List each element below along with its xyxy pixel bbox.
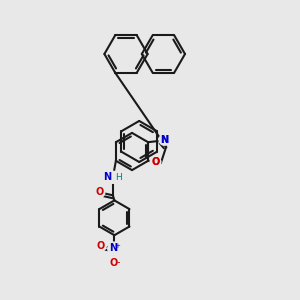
- Circle shape: [108, 242, 121, 255]
- Text: O: O: [95, 187, 104, 197]
- Text: O: O: [109, 258, 117, 268]
- Text: O: O: [151, 157, 160, 167]
- Text: N: N: [103, 172, 111, 182]
- Circle shape: [95, 240, 106, 251]
- Text: N: N: [160, 135, 169, 145]
- Text: -: -: [116, 256, 120, 267]
- Text: N: N: [109, 243, 117, 253]
- Circle shape: [94, 187, 105, 198]
- Circle shape: [107, 171, 119, 183]
- Text: N: N: [160, 135, 169, 145]
- Text: O: O: [97, 241, 105, 251]
- Text: +: +: [115, 243, 120, 249]
- Circle shape: [159, 134, 170, 145]
- Text: O: O: [151, 157, 160, 167]
- Circle shape: [150, 157, 161, 167]
- Circle shape: [108, 256, 121, 270]
- Text: H: H: [115, 173, 122, 182]
